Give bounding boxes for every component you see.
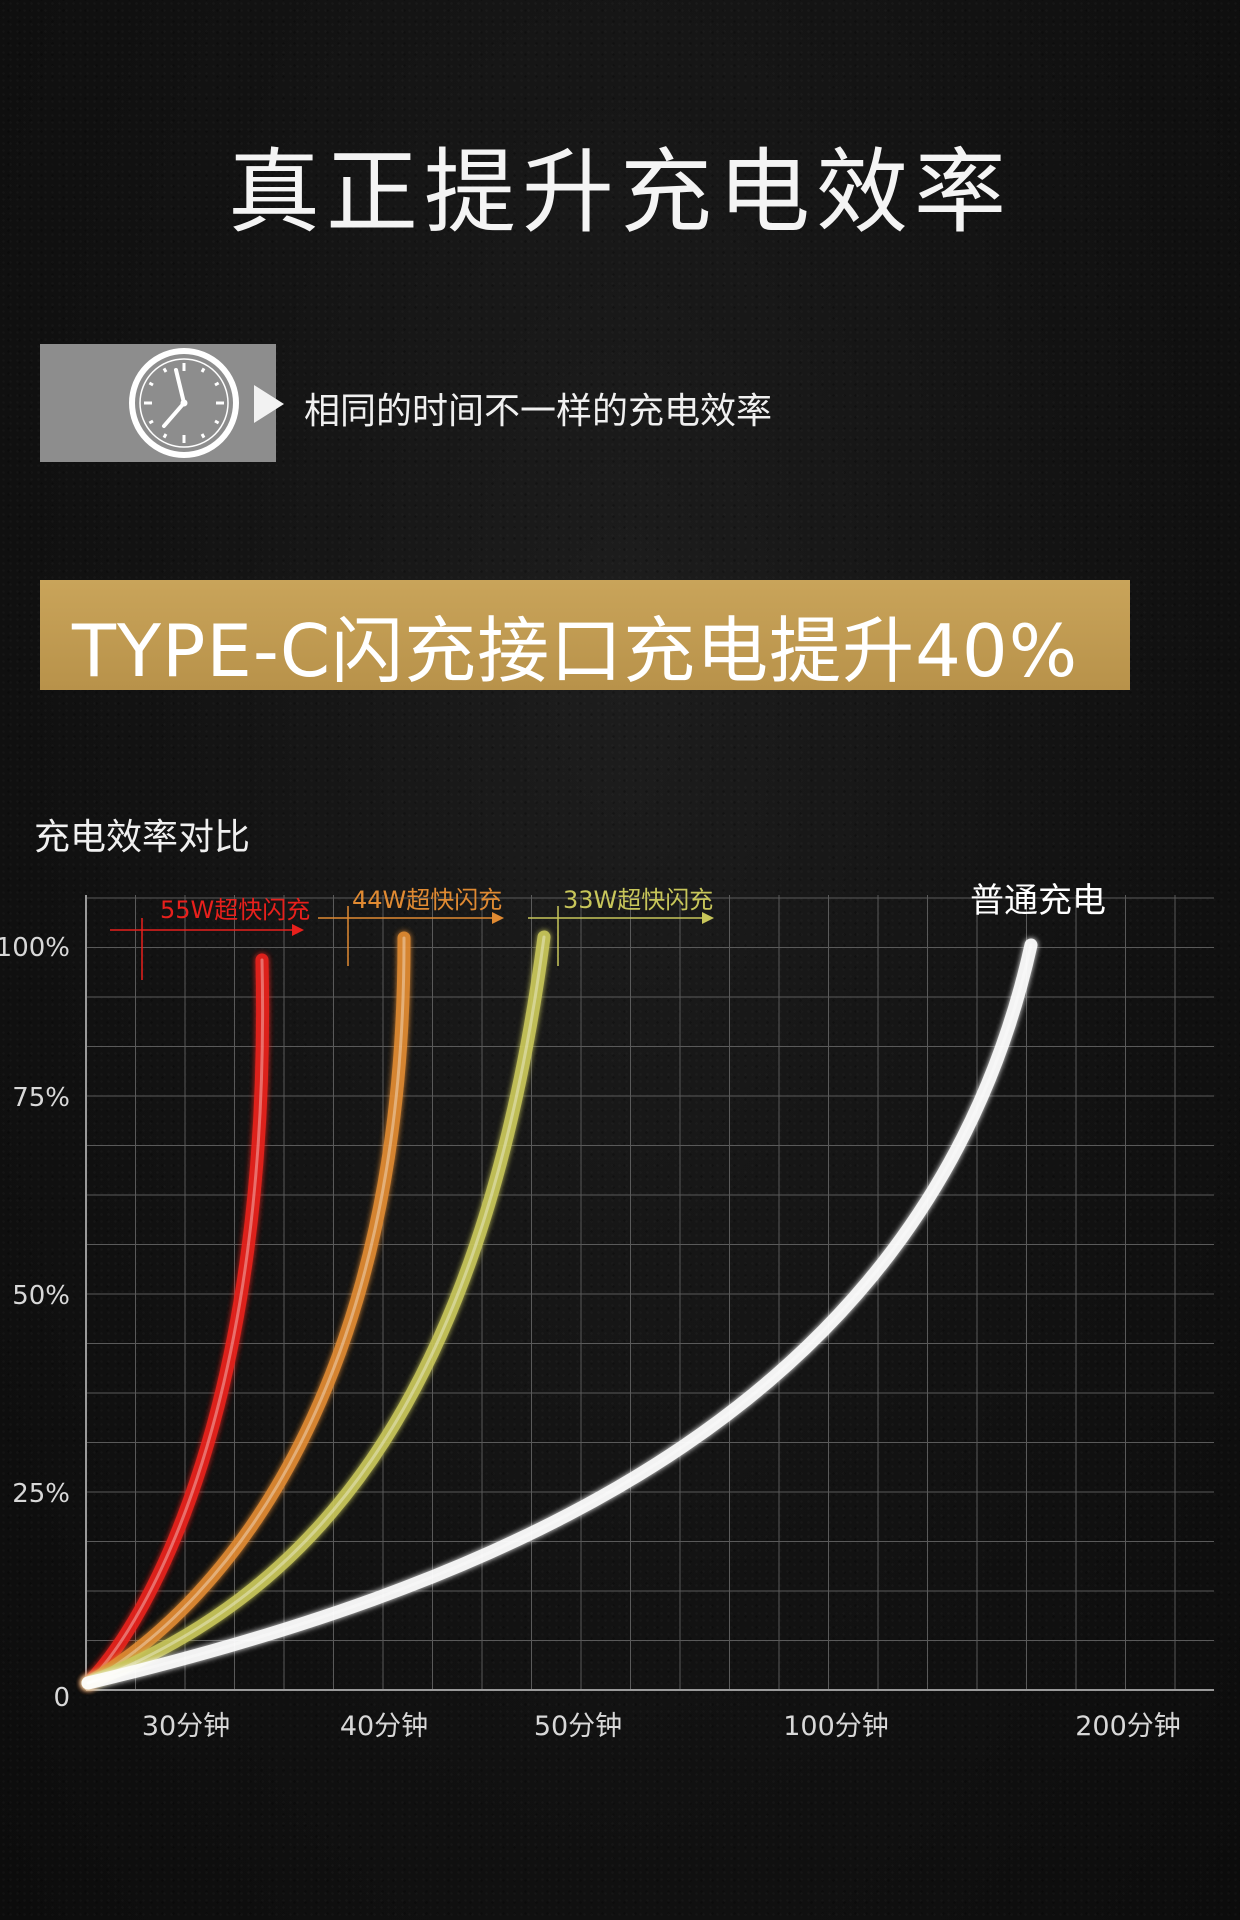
chart-ticks: 0 25% 50% 75% 100% 30分钟 40分钟 50分钟 100分钟 200分钟 [0, 933, 1181, 1742]
subtitle: 相同的时间不一样的充电效率 [304, 391, 773, 432]
chart-curves [81, 930, 1038, 1690]
series-highlight [86, 958, 265, 1685]
banner-text: TYPE-C闪充接口充电提升40% [72, 609, 1079, 693]
y-tick-label: 50% [12, 1281, 70, 1311]
legend-label: 普通充电 [970, 881, 1106, 921]
chart-title: 充电效率对比 [34, 817, 251, 858]
y-tick-label: 75% [12, 1083, 70, 1113]
legend-arrow-head [702, 912, 714, 924]
series-highlight [86, 943, 1033, 1685]
chart-legend: 55W超快闪充 44W超快闪充 33W超快闪充 普通充电 [110, 881, 1106, 980]
x-tick-label: 100分钟 [783, 1711, 889, 1742]
series-highlight [86, 935, 546, 1685]
clock-panel [40, 344, 276, 462]
legend-arrow-head [492, 912, 504, 924]
x-tick-label: 30分钟 [142, 1711, 230, 1742]
legend-label: 33W超快闪充 [563, 886, 713, 914]
legend-arrow-head [292, 924, 304, 936]
legend-label: 44W超快闪充 [352, 886, 502, 914]
clock-icon [129, 348, 239, 458]
x-tick-label: 40分钟 [340, 1711, 428, 1742]
x-tick-label: 50分钟 [534, 1711, 622, 1742]
legend-label: 55W超快闪充 [160, 896, 310, 924]
chart-grid [85, 895, 1214, 1691]
play-arrow-icon [254, 385, 284, 423]
y-tick-label: 0 [53, 1683, 70, 1713]
y-tick-label: 100% [0, 933, 70, 963]
series-line [81, 938, 1038, 1690]
series-highlight [86, 936, 406, 1685]
series-line [81, 953, 270, 1690]
x-tick-label: 200分钟 [1075, 1711, 1181, 1742]
y-tick-label: 25% [12, 1479, 70, 1509]
series-line [81, 930, 551, 1690]
highlight-banner: TYPE-C闪充接口充电提升40% [40, 580, 1130, 693]
series-line [81, 931, 411, 1690]
chart-axes [85, 895, 1214, 1691]
page-title: 真正提升充电效率 [227, 139, 1012, 246]
